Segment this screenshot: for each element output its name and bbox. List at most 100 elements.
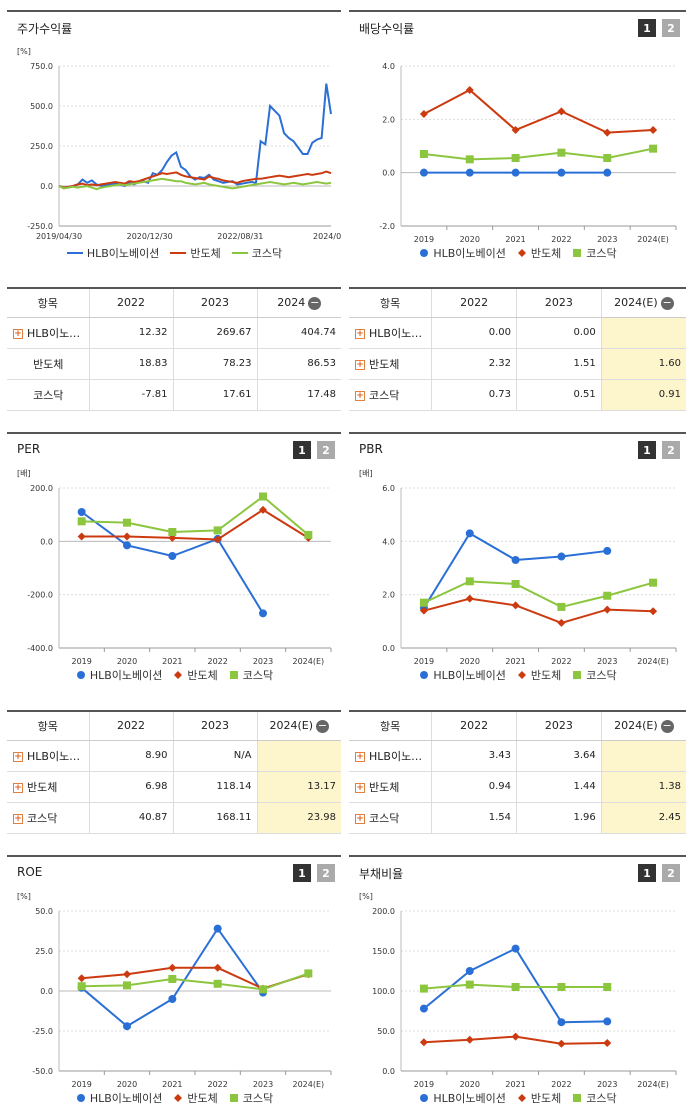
panel-title: 주가수익률 bbox=[17, 22, 73, 36]
legend-label: HLB이노베이션 bbox=[433, 669, 506, 682]
row-label[interactable]: + 반도체 bbox=[349, 348, 433, 380]
table-per: 항목 2022 2023 2024(E) − + HLB이노… 8.90 N/A + 반도체 6.98… bbox=[7, 710, 341, 834]
row-label[interactable]: + HLB이노… bbox=[7, 317, 90, 349]
toggle-1-button[interactable]: 1 bbox=[293, 441, 311, 459]
x-tick-label: 2023 bbox=[253, 657, 273, 666]
legend-marker-icon bbox=[517, 1094, 526, 1102]
legend-item-semi[interactable]: 반도체 bbox=[516, 245, 561, 261]
y-tick-label: -250.0 bbox=[27, 222, 53, 231]
toggle-1-button[interactable]: 1 bbox=[638, 441, 656, 459]
legend-item-hlb[interactable]: HLB이노베이션 bbox=[75, 1090, 162, 1106]
toggle-1-button[interactable]: 1 bbox=[638, 864, 656, 882]
table-stock: 항목 2022 2023 2024− + HLB이노… 12.32 269.67 404.74 반… bbox=[7, 287, 341, 411]
data-point bbox=[603, 591, 612, 600]
legend-item-semi[interactable]: 반도체 bbox=[172, 667, 218, 683]
row-label[interactable]: + HLB이노… bbox=[349, 740, 433, 772]
table-row: 코스닥 -7.81 17.61 17.48 bbox=[7, 379, 341, 411]
row-label[interactable]: 코스닥 bbox=[7, 379, 90, 411]
data-point bbox=[465, 155, 474, 164]
y-tick-label: 0.0 bbox=[382, 169, 395, 178]
expand-icon[interactable]: + bbox=[355, 782, 365, 793]
toggle-2-button[interactable]: 2 bbox=[317, 441, 335, 459]
column-header: 2023 bbox=[516, 711, 602, 741]
legend-item-hlb[interactable]: HLB이노베이션 bbox=[418, 1090, 506, 1106]
legend-item-kosdaq[interactable]: 코스닥 bbox=[231, 245, 282, 261]
legend-item-hlb[interactable]: HLB이노베이션 bbox=[66, 245, 159, 261]
expand-icon[interactable]: + bbox=[13, 782, 23, 793]
data-point bbox=[168, 995, 177, 1003]
legend-item-kosdaq[interactable]: 코스닥 bbox=[228, 667, 273, 683]
legend-item-semi[interactable]: 반도체 bbox=[169, 245, 221, 261]
expand-icon[interactable]: + bbox=[13, 813, 23, 824]
table-cell bbox=[257, 740, 341, 772]
column-header: 2022 bbox=[89, 288, 174, 318]
row-label[interactable]: + 반도체 bbox=[349, 771, 433, 803]
row-label[interactable]: + HLB이노… bbox=[7, 740, 90, 772]
collapse-icon[interactable]: − bbox=[316, 718, 330, 733]
expand-icon[interactable]: + bbox=[13, 328, 23, 339]
panel-title: 배당수익률 bbox=[359, 22, 415, 36]
expand-icon[interactable]: + bbox=[355, 328, 365, 339]
expand-icon[interactable]: + bbox=[355, 359, 365, 370]
x-tick-label: 2019 bbox=[71, 657, 91, 666]
series-line-semi bbox=[81, 508, 309, 541]
legend-dot bbox=[420, 249, 429, 257]
legend-item-hlb[interactable]: HLB이노베이션 bbox=[418, 245, 506, 261]
toggle-2-button[interactable]: 2 bbox=[662, 441, 680, 459]
row-label[interactable]: + HLB이노… bbox=[349, 317, 433, 349]
legend: HLB이노베이션 반도체 코스닥 bbox=[349, 1090, 686, 1106]
toggle-2-button[interactable]: 2 bbox=[662, 19, 680, 37]
data-point bbox=[77, 974, 86, 983]
row-label[interactable]: + 코스닥 bbox=[349, 802, 433, 834]
collapse-icon[interactable]: − bbox=[660, 295, 674, 310]
legend-item-kosdaq[interactable]: 코스닥 bbox=[571, 667, 617, 683]
y-tick-label: 50.0 bbox=[35, 907, 53, 916]
legend-item-semi[interactable]: 반도체 bbox=[516, 667, 561, 683]
legend-item-hlb[interactable]: HLB이노베이션 bbox=[75, 667, 162, 683]
series-line-semi bbox=[423, 88, 654, 134]
x-tick-label: 2021 bbox=[505, 1080, 525, 1089]
column-header: 2023 bbox=[173, 711, 258, 741]
expand-icon[interactable]: + bbox=[355, 390, 365, 401]
toggle-2-button[interactable]: 2 bbox=[317, 864, 335, 882]
toggle-2-button[interactable]: 2 bbox=[662, 864, 680, 882]
toggle-1-button[interactable]: 1 bbox=[638, 19, 656, 37]
legend-item-semi[interactable]: 반도체 bbox=[172, 1090, 218, 1106]
collapse-icon[interactable]: − bbox=[308, 295, 322, 310]
legend-item-semi[interactable]: 반도체 bbox=[516, 1090, 561, 1106]
expand-icon[interactable]: + bbox=[13, 751, 23, 762]
y-tick-label: 0.0 bbox=[40, 182, 53, 191]
y-tick-label: 2.0 bbox=[382, 591, 395, 600]
collapse-icon[interactable]: − bbox=[660, 718, 674, 733]
row-label[interactable]: + 코스닥 bbox=[349, 379, 433, 411]
y-tick-label: 4.0 bbox=[382, 537, 395, 546]
column-header: 2023 bbox=[173, 288, 258, 318]
expand-icon[interactable]: + bbox=[355, 813, 365, 824]
legend-marker-icon bbox=[420, 249, 429, 257]
x-tick-label: 2024(E) bbox=[293, 657, 325, 666]
legend-item-kosdaq[interactable]: 코스닥 bbox=[571, 1090, 617, 1106]
y-tick-label: 200.0 bbox=[30, 484, 53, 493]
data-point bbox=[603, 983, 612, 991]
x-tick-label: 2023 bbox=[597, 657, 617, 666]
legend-item-kosdaq[interactable]: 코스닥 bbox=[228, 1090, 273, 1106]
data-point bbox=[213, 924, 222, 933]
x-tick-label: 2022 bbox=[207, 657, 227, 666]
toggle-1-button[interactable]: 1 bbox=[293, 864, 311, 882]
table-row: + 반도체 0.94 1.44 1.38 bbox=[349, 771, 686, 803]
row-label[interactable]: + 반도체 bbox=[7, 771, 90, 803]
table-cell: 13.17 bbox=[257, 771, 341, 803]
expand-icon[interactable]: + bbox=[355, 751, 365, 762]
row-label[interactable]: 반도체 bbox=[7, 348, 90, 380]
legend-marker-icon bbox=[174, 1094, 183, 1102]
legend-marker-icon bbox=[573, 249, 582, 257]
legend-item-hlb[interactable]: HLB이노베이션 bbox=[418, 667, 506, 683]
data-point bbox=[168, 963, 177, 972]
x-tick-label: 2024(E) bbox=[293, 1080, 325, 1089]
row-name: 코스닥 bbox=[33, 388, 64, 402]
legend-item-kosdaq[interactable]: 코스닥 bbox=[571, 245, 617, 261]
data-point bbox=[213, 526, 222, 535]
table-cell: 269.67 bbox=[173, 317, 258, 349]
row-label[interactable]: + 코스닥 bbox=[7, 802, 90, 834]
